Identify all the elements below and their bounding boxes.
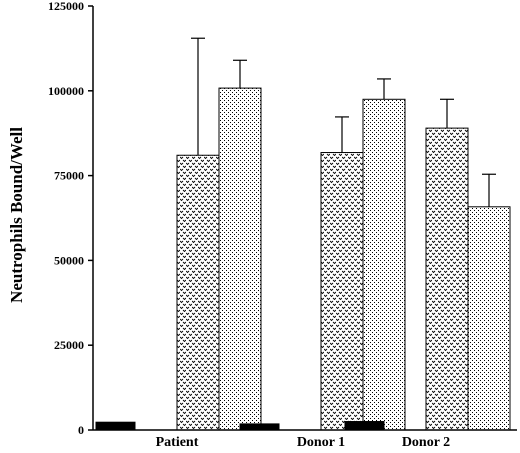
x-category-label: Donor 2 [402, 435, 450, 450]
bar-zigzag-1 [320, 152, 364, 431]
bars [95, 87, 511, 431]
bar-dots-1 [362, 98, 406, 431]
x-category-label: Donor 1 [297, 435, 345, 450]
bar-dots-2 [467, 206, 511, 431]
y-tick-label: 100000 [48, 84, 84, 98]
y-axis-title: Neutrophils Bound/Well [7, 127, 26, 303]
x-category-label: Patient [156, 435, 199, 450]
bar-zigzag-2 [425, 127, 469, 431]
y-tick-label: 25000 [54, 338, 84, 352]
y-tick-label: 75000 [54, 169, 84, 183]
y-tick-label: 0 [78, 423, 84, 437]
error-bars [191, 37, 496, 207]
x-axis-labels: Patient Donor 1 Donor 2 [156, 435, 451, 450]
bar-zigzag-0 [176, 154, 220, 431]
y-tick-label: 50000 [54, 253, 84, 267]
bar-solid-0 [95, 421, 136, 431]
y-axis-ticks: 0 25000 50000 75000 100000 125000 [48, 0, 93, 437]
bar-dots-0 [218, 87, 262, 431]
bar-solid-1 [239, 423, 280, 431]
bar-solid-2 [344, 421, 385, 431]
y-tick-label: 125000 [48, 0, 84, 13]
